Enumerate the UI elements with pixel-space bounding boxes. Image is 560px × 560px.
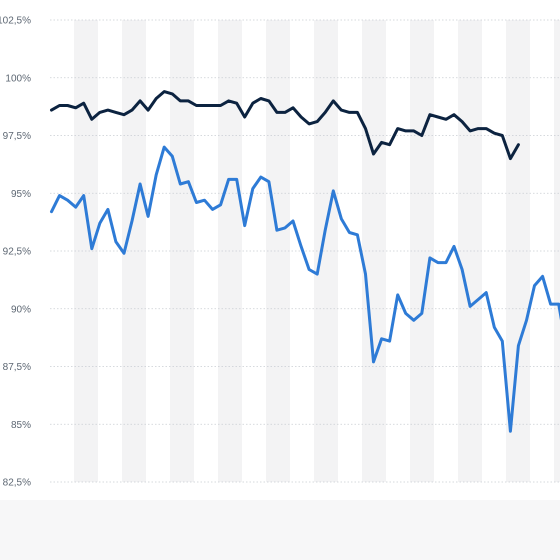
series-line-blue xyxy=(50,145,560,433)
y-tick-label: 90% xyxy=(11,304,31,315)
y-tick-label: 85% xyxy=(11,420,31,431)
y-axis-labels: 102,5% 100% 97,5% 95% 92,5% 90% 87,5% 85% 82,5% xyxy=(0,16,31,489)
column-band xyxy=(554,20,560,482)
y-tick-label: 97,5% xyxy=(3,131,31,142)
y-tick-label: 95% xyxy=(11,189,31,200)
series-line-dark xyxy=(50,90,520,161)
y-tick-label: 100% xyxy=(5,73,31,84)
y-tick-label: 82,5% xyxy=(3,478,31,489)
gridlines xyxy=(50,19,560,483)
series-layer xyxy=(50,90,560,433)
y-tick-label: 92,5% xyxy=(3,247,31,258)
y-tick-label: 102,5% xyxy=(0,16,31,27)
footer-area xyxy=(0,500,560,560)
y-tick-label: 87,5% xyxy=(3,362,31,373)
